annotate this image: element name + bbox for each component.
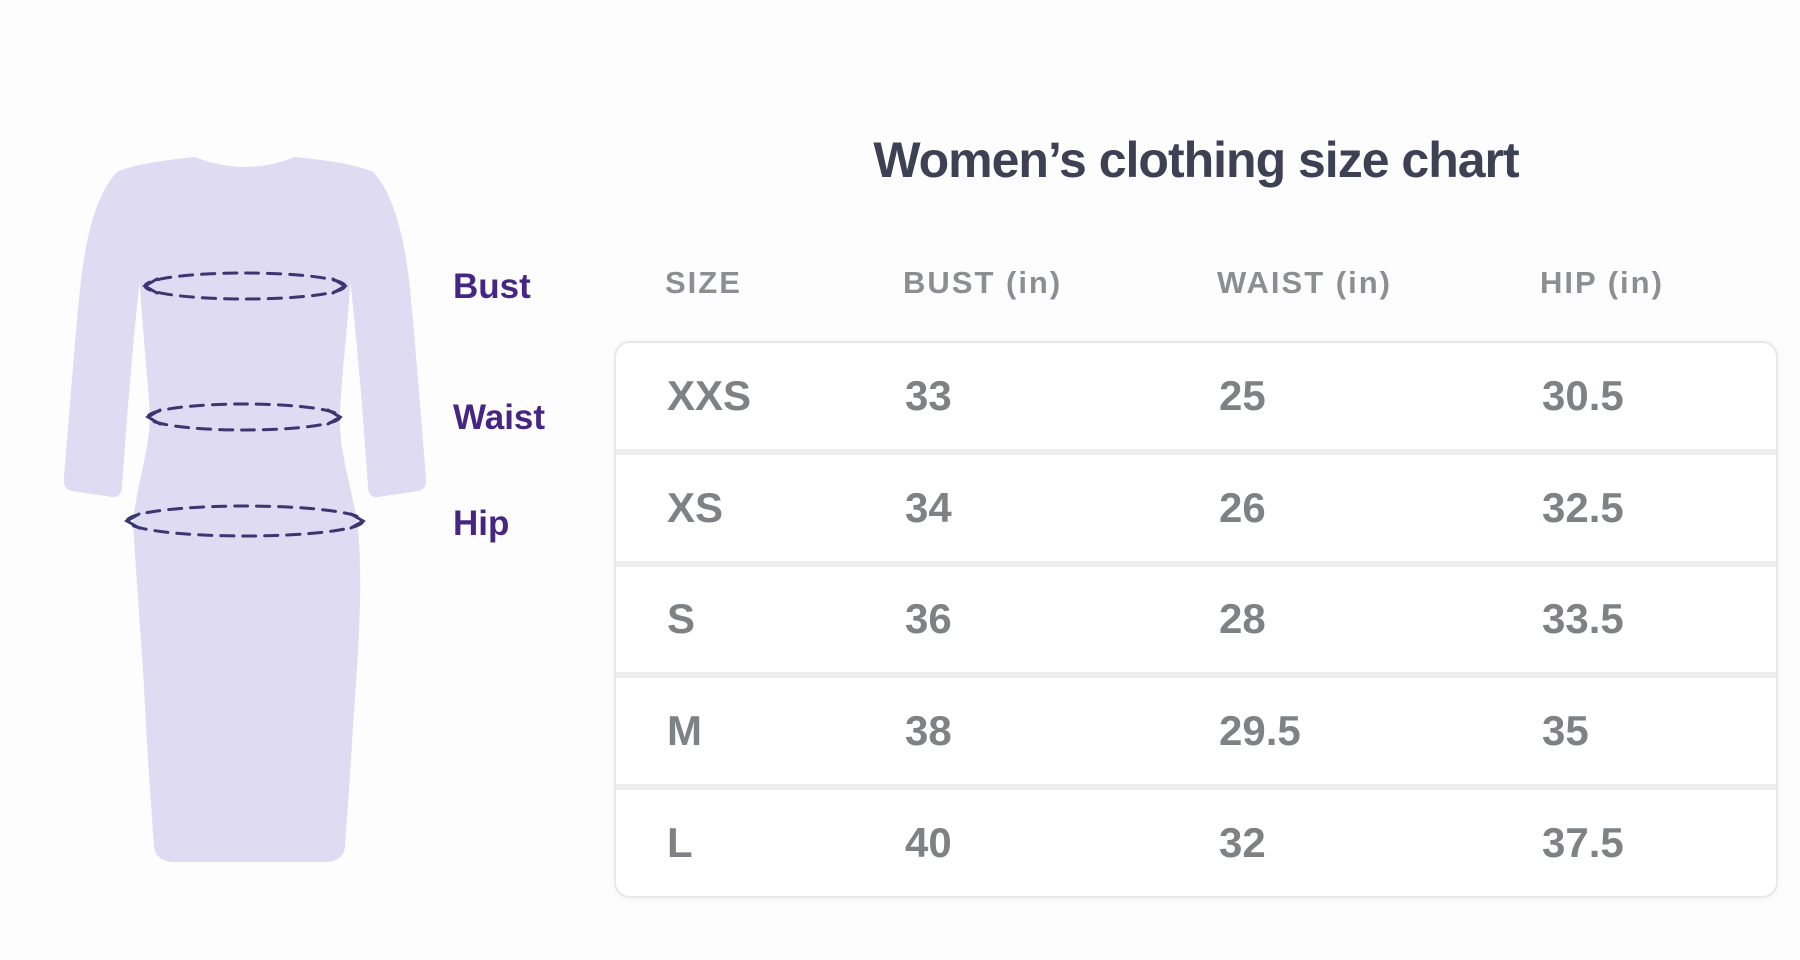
bust-cell: 33	[905, 371, 952, 419]
waist-cell: 32	[1219, 819, 1266, 867]
page-title: Women’s clothing size chart	[873, 132, 1519, 188]
waist-cell: 28	[1219, 595, 1266, 643]
waist-cell: 26	[1219, 483, 1266, 531]
hip-measure-line	[124, 504, 366, 538]
column-header-bust: BUST (in)	[903, 265, 1063, 300]
waist-cell: 25	[1219, 371, 1266, 419]
table-row-s: S 36 28 33.5	[616, 567, 1776, 679]
size-cell: XXS	[667, 371, 752, 419]
table-row-m: M 38 29.5 35	[616, 678, 1776, 791]
table-row-xs: XS 34 26 32.5	[616, 455, 1776, 567]
bust-measure-line	[142, 271, 348, 301]
waist-arrow-right	[326, 408, 343, 426]
hip-arrow-right	[349, 512, 366, 530]
hip-cell: 30.5	[1542, 371, 1624, 419]
waist-arrow-left	[145, 408, 162, 426]
size-cell: S	[667, 595, 696, 643]
table-row-xxs: XXS 33 25 30.5	[616, 343, 1776, 455]
bust-cell: 40	[905, 819, 952, 867]
bust-arrow-left	[142, 277, 159, 295]
bust-cell: 38	[905, 707, 952, 755]
bust-arrow-right	[331, 277, 348, 295]
hip-arrow-left	[124, 512, 141, 530]
hip-cell: 37.5	[1542, 819, 1624, 867]
hip-label: Hip	[453, 504, 510, 543]
size-cell: M	[667, 707, 702, 755]
hip-cell: 33.5	[1542, 595, 1624, 643]
column-header-waist: WAIST (in)	[1217, 265, 1392, 300]
measurement-lines	[124, 271, 366, 538]
hip-cell: 32.5	[1542, 483, 1624, 531]
bust-cell: 36	[905, 595, 952, 643]
waist-cell: 29.5	[1219, 707, 1301, 755]
column-header-size: SIZE	[665, 265, 742, 300]
size-chart-card: XXS 33 25 30.5 XS 34 26 32.5 S 36 28 33.…	[614, 341, 1778, 898]
hip-cell: 35	[1542, 707, 1589, 755]
column-header-hip: HIP (in)	[1540, 265, 1664, 300]
dress-right-sleeve	[328, 172, 427, 498]
size-cell: L	[667, 819, 693, 867]
dress-illustration	[63, 157, 427, 862]
table-header-row: SIZE BUST (in) WAIST (in) HIP (in)	[614, 265, 1778, 301]
bust-cell: 34	[905, 483, 952, 531]
waist-measure-line	[145, 402, 343, 432]
bust-label: Bust	[453, 267, 531, 306]
waist-label: Waist	[453, 398, 546, 437]
dress-torso	[117, 157, 373, 862]
table-row-l: L 40 32 37.5	[616, 790, 1776, 896]
size-cell: XS	[667, 483, 724, 531]
dress-silhouette	[63, 157, 427, 862]
dress-left-sleeve	[63, 172, 162, 498]
